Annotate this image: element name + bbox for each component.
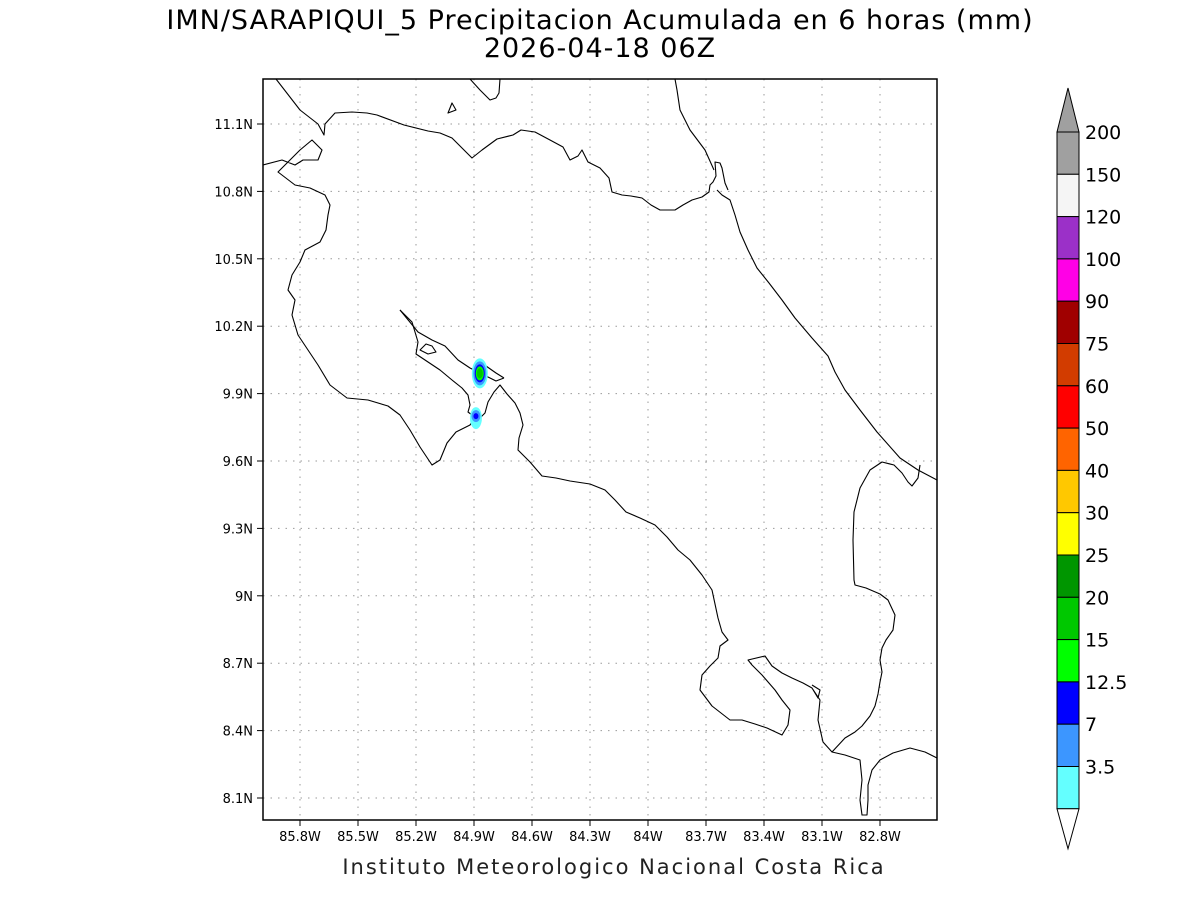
lon-tick-label: 83.4W xyxy=(743,830,785,845)
legend-swatch xyxy=(1056,512,1080,556)
lat-tick-label: 10.5N xyxy=(214,253,253,268)
legend-swatch xyxy=(1056,766,1080,810)
lat-tick-label: 8.1N xyxy=(223,792,253,807)
legend-swatch xyxy=(1056,554,1080,598)
legend-label: 7 xyxy=(1085,714,1097,736)
latitude-axis: 11.1N 10.8N 10.5N 10.2N 9.9N 9.6N 9.3N 9N 8.7N 8.… xyxy=(214,118,263,807)
lon-tick-label: 83.7W xyxy=(685,830,727,845)
lat-tick-label: 10.2N xyxy=(214,320,253,335)
legend-swatch xyxy=(1056,216,1080,260)
lon-tick-label: 83.1W xyxy=(801,830,843,845)
lat-tick-label: 9.3N xyxy=(223,522,253,537)
map-gridlines xyxy=(263,79,937,820)
legend-label: 25 xyxy=(1085,545,1109,567)
legend-label: 60 xyxy=(1085,376,1109,398)
legend-swatch xyxy=(1056,173,1080,218)
legend-swatch xyxy=(1056,258,1080,302)
legend-label: 30 xyxy=(1085,503,1109,525)
color-legend: 200 150 120 100 90 75 60 50 40 30 25 20 15 12.5 7 3.5 xyxy=(1056,87,1127,851)
lat-tick-label: 8.7N xyxy=(223,657,253,672)
coastline-caribbean xyxy=(674,79,937,481)
precip-cell xyxy=(471,358,488,389)
precip-contour-12.5 xyxy=(473,413,479,420)
legend-swatch xyxy=(1056,427,1080,471)
legend-swatch xyxy=(1056,596,1080,641)
precip-contour-20 xyxy=(476,368,483,379)
footer-credit: Instituto Meteorologico Nacional Costa R… xyxy=(342,855,886,879)
longitude-axis: 85.8W 85.5W 85.2W 84.9W 84.6W 84.3W 84W 83.7W 83… xyxy=(279,820,901,845)
legend-swatch xyxy=(1056,469,1080,514)
legend-label: 40 xyxy=(1085,460,1109,482)
lat-tick-label: 9.6N xyxy=(223,455,253,470)
coastline-north xyxy=(275,79,729,211)
legend-arrow-top xyxy=(1056,87,1080,133)
lon-tick-label: 85.8W xyxy=(279,830,321,845)
lat-tick-label: 11.1N xyxy=(214,118,253,133)
island-gulf xyxy=(419,343,437,355)
map-title: IMN/SARAPIQUI_5 Precipitacion Acumulada … xyxy=(166,5,1034,36)
legend-swatch xyxy=(1056,300,1080,345)
legend-label: 3.5 xyxy=(1085,757,1115,779)
lon-tick-label: 84.3W xyxy=(569,830,611,845)
coastline-nicaragua xyxy=(469,79,501,101)
lon-tick-label: 84W xyxy=(633,830,663,845)
legend-swatch xyxy=(1056,639,1080,683)
legend-label: 20 xyxy=(1085,587,1109,609)
lon-tick-label: 82.8W xyxy=(859,830,901,845)
legend-label: 120 xyxy=(1085,207,1121,229)
map-valid-time: 2026-04-18 06Z xyxy=(483,33,717,64)
legend-arrow-bottom xyxy=(1056,808,1080,851)
legend-label: 75 xyxy=(1085,334,1109,356)
legend-swatch xyxy=(1056,385,1080,429)
island-north xyxy=(447,102,457,114)
lat-tick-label: 10.8N xyxy=(214,185,253,200)
precip-cell xyxy=(469,407,482,430)
lat-tick-label: 9N xyxy=(235,590,253,605)
lat-tick-label: 9.9N xyxy=(223,388,253,403)
legend-label: 150 xyxy=(1085,164,1121,186)
legend-label: 50 xyxy=(1085,418,1109,440)
coastline xyxy=(263,79,937,816)
legend-swatch xyxy=(1056,131,1080,175)
lon-tick-label: 85.2W xyxy=(395,830,437,845)
gulf-nicoya xyxy=(399,309,477,419)
legend-swatch xyxy=(1056,723,1080,768)
coastline-pacific-west xyxy=(263,139,921,753)
legend-swatch xyxy=(1056,343,1080,387)
legend-label: 90 xyxy=(1085,291,1109,313)
lon-tick-label: 85.5W xyxy=(337,830,379,845)
map-frame xyxy=(262,78,938,821)
lon-tick-label: 84.9W xyxy=(453,830,495,845)
legend-label: 100 xyxy=(1085,249,1121,271)
legend-label: 12.5 xyxy=(1085,672,1127,694)
lon-tick-label: 84.6W xyxy=(511,830,553,845)
legend-swatch xyxy=(1056,681,1080,725)
inner-coast xyxy=(399,309,505,382)
lat-tick-label: 8.4N xyxy=(223,725,253,740)
legend-label: 200 xyxy=(1085,122,1121,144)
coastline-panama xyxy=(831,747,937,816)
legend-label: 15 xyxy=(1085,630,1109,652)
precipitation-cells xyxy=(469,358,488,430)
